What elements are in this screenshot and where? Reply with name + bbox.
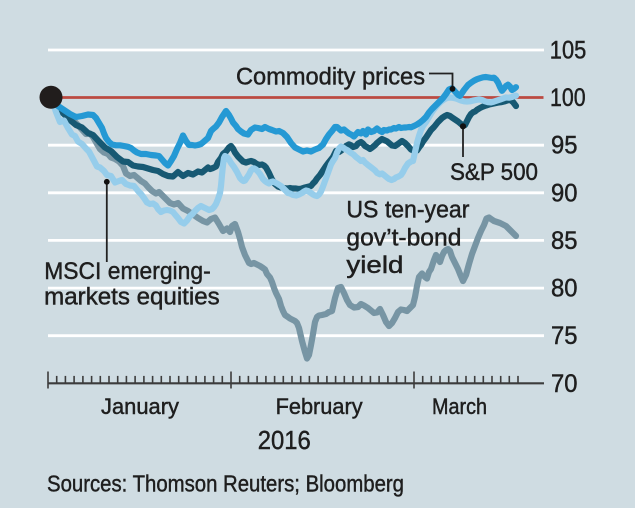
svg-text:February: February (276, 394, 363, 419)
svg-text:S&P 500: S&P 500 (450, 159, 538, 186)
svg-text:90: 90 (551, 179, 578, 207)
svg-text:gov’t-bond: gov’t-bond (346, 224, 461, 251)
svg-text:Commodity prices: Commodity prices (236, 64, 425, 91)
svg-text:80: 80 (551, 275, 578, 303)
svg-text:markets equities: markets equities (44, 284, 220, 311)
svg-text:March: March (432, 394, 487, 419)
svg-text:85: 85 (551, 227, 578, 255)
svg-text:70: 70 (551, 370, 578, 398)
svg-text:yield: yield (346, 252, 403, 279)
svg-text:2016: 2016 (258, 425, 311, 455)
svg-text:US ten-year: US ten-year (346, 197, 469, 224)
svg-text:75: 75 (551, 322, 578, 350)
svg-text:95: 95 (551, 132, 578, 160)
svg-text:100: 100 (550, 84, 586, 112)
svg-text:105: 105 (550, 37, 587, 65)
svg-text:Sources: Thomson Reuters; Bloo: Sources: Thomson Reuters; Bloomberg (47, 471, 404, 497)
svg-text:MSCI emerging-: MSCI emerging- (44, 258, 211, 285)
svg-text:January: January (101, 394, 179, 419)
